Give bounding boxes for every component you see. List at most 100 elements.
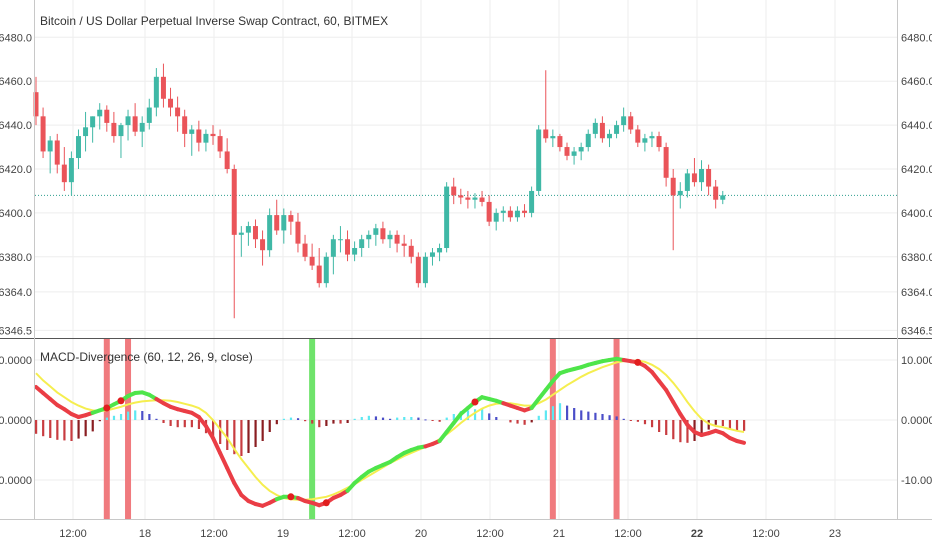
candle-body	[472, 197, 478, 200]
candle-body	[33, 92, 39, 117]
histogram-bar	[212, 420, 215, 438]
macd-line-segment	[225, 466, 237, 485]
candle-body	[366, 234, 372, 240]
candle-body	[68, 158, 74, 183]
candle-body	[691, 173, 697, 183]
candle-body	[373, 228, 379, 235]
candle-body	[663, 147, 669, 178]
candle-body	[479, 197, 485, 202]
candle-body	[182, 116, 188, 134]
histogram-bar	[431, 420, 434, 421]
histogram-bar	[410, 417, 413, 420]
candle-body	[75, 136, 81, 159]
candle-body	[684, 173, 690, 191]
candle-body	[316, 265, 322, 284]
crossover-dot	[287, 493, 295, 501]
candle-body	[429, 252, 435, 257]
histogram-bar	[105, 417, 108, 420]
histogram-bar	[226, 420, 229, 450]
candle-body	[458, 195, 464, 198]
candle-body	[444, 186, 450, 249]
candle-body	[522, 210, 528, 213]
histogram-bar	[112, 415, 116, 420]
histogram-bar	[721, 420, 724, 426]
price-tick-label-left: 6460.0	[0, 76, 32, 88]
histogram-bar	[566, 405, 569, 420]
candle-body	[486, 201, 492, 222]
histogram-bar	[615, 416, 618, 420]
candle-body	[592, 122, 598, 134]
price-tick-label-right: 6400.0	[901, 208, 932, 220]
macd-line-segment	[678, 412, 690, 427]
candle-body	[677, 190, 683, 196]
histogram-bar	[573, 408, 576, 420]
price-tick-label-left: 6440.0	[0, 120, 32, 132]
price-pane[interactable]	[33, 63, 898, 319]
histogram-bar	[551, 406, 555, 420]
candle-body	[238, 232, 244, 235]
histogram-bar	[261, 420, 264, 441]
histogram-bar	[396, 417, 399, 420]
candle-body	[104, 109, 110, 123]
histogram-bar	[275, 420, 278, 425]
macd-line-segment	[218, 451, 230, 470]
histogram-bar	[353, 418, 356, 420]
histogram-bar	[282, 418, 285, 420]
candle-body	[599, 122, 605, 139]
axes[interactable]: 12:00 18 12:00 19 12:00 20 12:00 21 12:00 22 12:00…	[0, 32, 932, 540]
candle-body	[260, 239, 266, 251]
x-tick-label: 21	[553, 528, 565, 540]
histogram-bar	[530, 420, 533, 423]
candle-body	[302, 243, 308, 257]
price-tick-label-left: 6380.0	[0, 252, 32, 264]
candle-body	[309, 256, 315, 266]
candle-body	[543, 129, 549, 139]
histogram-bar	[49, 420, 52, 438]
indicator-pane[interactable]	[34, 339, 746, 519]
price-tick-label-right: 6420.0	[901, 164, 932, 176]
candle-body	[401, 243, 407, 246]
crossover-dot	[117, 397, 125, 405]
candle-body	[203, 133, 209, 143]
histogram-bar	[417, 417, 420, 420]
candle-body	[97, 109, 103, 117]
indicator-title: MACD-Divergence (60, 12, 26, 9, close)	[40, 350, 253, 364]
candle-body	[437, 248, 443, 253]
candle-body	[281, 215, 287, 231]
candle-body	[40, 116, 46, 152]
divergence-bar	[613, 339, 620, 519]
histogram-bar	[240, 420, 243, 456]
price-tick-label-left: 6364.0	[0, 287, 32, 299]
x-tick-label: 19	[277, 528, 289, 540]
divergence-bar	[125, 339, 132, 519]
candle-body	[557, 136, 563, 148]
candle-body	[408, 245, 414, 257]
candle-body	[267, 215, 273, 251]
candle-body	[571, 151, 577, 156]
candle-body	[621, 116, 627, 126]
histogram-bar	[743, 420, 746, 431]
candle-body	[160, 76, 166, 99]
histogram-bar	[119, 414, 123, 420]
indicator-tick-label-left: 0.0000	[0, 415, 32, 427]
histogram-bar	[197, 420, 201, 429]
histogram-bar	[77, 420, 80, 439]
histogram-bar	[233, 420, 236, 455]
candle-body	[536, 129, 542, 191]
x-tick-label: 23	[829, 528, 841, 540]
price-tick-label-right: 6460.0	[901, 76, 932, 88]
histogram-bar	[424, 419, 427, 421]
candle-body	[196, 129, 202, 143]
candle-body	[585, 133, 591, 148]
histogram-bar	[169, 420, 172, 426]
x-tick-label: 22	[691, 528, 703, 540]
candle-body	[153, 76, 159, 108]
x-tick-label: 12:00	[614, 528, 642, 540]
histogram-bar	[622, 418, 625, 420]
histogram-bar	[91, 420, 94, 432]
candle-body	[656, 136, 662, 148]
divergence-bar	[103, 339, 110, 519]
histogram-bar	[389, 418, 392, 420]
price-tick-label-right: 6346.5	[901, 325, 932, 337]
